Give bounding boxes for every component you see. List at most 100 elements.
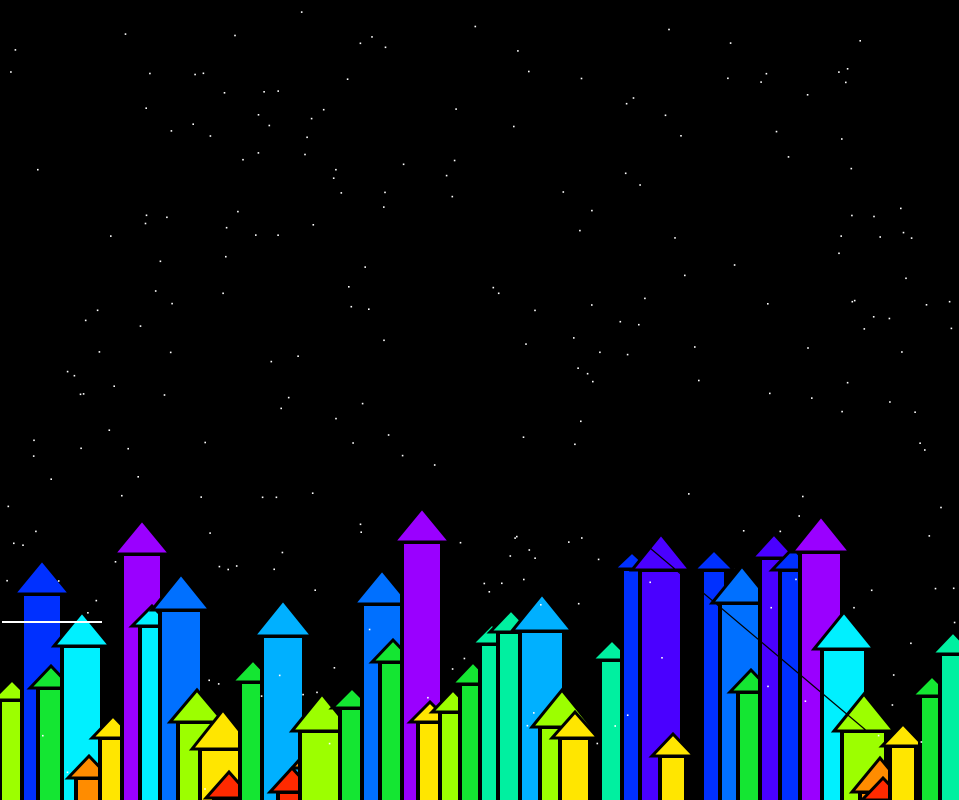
star xyxy=(573,337,575,339)
star xyxy=(270,360,273,363)
star xyxy=(223,92,226,94)
star xyxy=(80,447,82,450)
star xyxy=(7,505,10,508)
star xyxy=(144,222,147,225)
star xyxy=(306,136,308,139)
arrow-shaft xyxy=(888,744,918,800)
star xyxy=(729,42,732,44)
star xyxy=(846,68,849,70)
star xyxy=(614,725,616,727)
star xyxy=(853,299,856,302)
star xyxy=(474,25,477,28)
star xyxy=(314,589,316,591)
star xyxy=(159,260,162,263)
star xyxy=(514,537,516,539)
star xyxy=(110,235,112,237)
star xyxy=(626,353,629,356)
star xyxy=(698,379,700,382)
star xyxy=(516,535,518,538)
arrow-head xyxy=(628,531,694,572)
arrow-shaft xyxy=(298,729,346,800)
star xyxy=(371,36,373,38)
star xyxy=(257,152,260,154)
star xyxy=(846,381,849,384)
star xyxy=(37,168,39,171)
arrow-head xyxy=(288,691,356,733)
star xyxy=(525,343,527,345)
star xyxy=(359,523,362,526)
star xyxy=(534,557,536,559)
star xyxy=(661,657,663,659)
star xyxy=(760,81,762,83)
arrow-head xyxy=(390,505,454,544)
star xyxy=(350,305,353,308)
star xyxy=(348,286,350,288)
arrow-shaft xyxy=(558,736,592,800)
star xyxy=(114,561,117,563)
star xyxy=(568,541,570,543)
star xyxy=(383,339,385,342)
star xyxy=(733,264,736,266)
star xyxy=(278,674,281,677)
arrow-head xyxy=(830,691,898,733)
star xyxy=(902,231,905,234)
arrow-shaft xyxy=(938,652,959,800)
star xyxy=(513,125,515,128)
star xyxy=(360,531,362,533)
star xyxy=(592,380,594,383)
star xyxy=(346,78,349,80)
arrow-head xyxy=(548,709,602,740)
star xyxy=(32,455,35,457)
star xyxy=(872,316,875,318)
star xyxy=(517,50,519,52)
star xyxy=(483,582,486,585)
star xyxy=(577,602,580,605)
star xyxy=(154,290,157,292)
star xyxy=(6,579,8,582)
star xyxy=(204,788,206,790)
star xyxy=(108,429,111,431)
star xyxy=(335,168,337,171)
star xyxy=(332,177,335,179)
star xyxy=(287,396,290,399)
star xyxy=(139,325,142,327)
star xyxy=(427,696,429,699)
star xyxy=(840,235,842,237)
star xyxy=(599,351,601,354)
star xyxy=(124,33,127,35)
star xyxy=(66,771,69,774)
star xyxy=(237,210,239,213)
arrow-head xyxy=(350,567,414,606)
star xyxy=(684,274,686,277)
star xyxy=(352,442,354,444)
star xyxy=(888,317,891,320)
star xyxy=(795,578,797,581)
star xyxy=(281,551,284,554)
star xyxy=(302,693,304,696)
star xyxy=(10,71,12,73)
star xyxy=(170,130,173,132)
arrow-head xyxy=(878,721,928,748)
star xyxy=(322,108,325,111)
star xyxy=(853,606,855,609)
star xyxy=(384,46,387,49)
star xyxy=(863,328,866,330)
star xyxy=(845,81,847,84)
arrow xyxy=(928,629,959,800)
arrow-head xyxy=(50,609,114,648)
star xyxy=(804,700,807,702)
star xyxy=(275,496,278,499)
star xyxy=(387,434,390,436)
star xyxy=(727,77,729,80)
star xyxy=(402,163,405,166)
star xyxy=(333,667,336,669)
arrow-head xyxy=(788,513,854,554)
star xyxy=(664,114,667,117)
star xyxy=(145,214,148,217)
star xyxy=(33,439,35,442)
star xyxy=(22,544,24,546)
arrow-shaft xyxy=(36,686,66,800)
star xyxy=(227,568,229,571)
star xyxy=(361,402,364,405)
